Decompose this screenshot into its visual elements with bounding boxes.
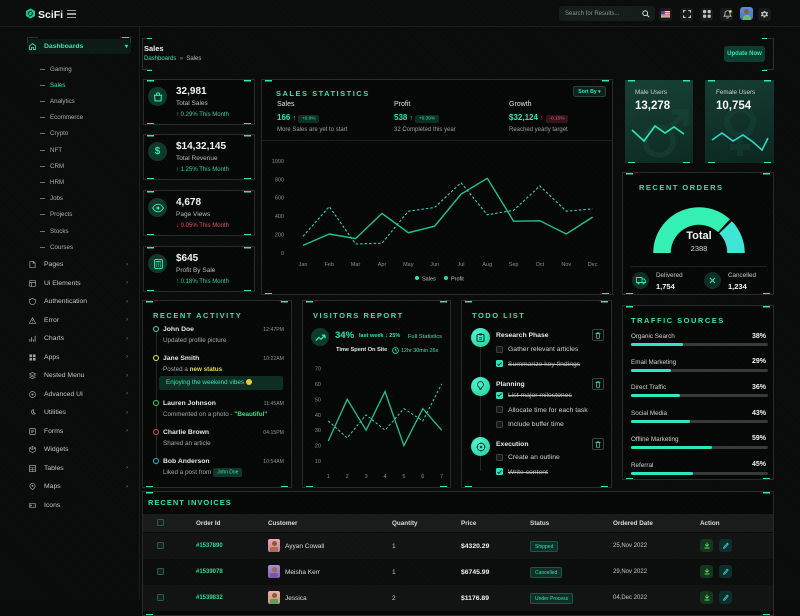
svg-text:600: 600 [275,196,284,202]
svg-text:Dec: Dec [588,262,598,268]
svg-text:2: 2 [346,474,349,480]
svg-text:Jul: Jul [457,262,464,268]
svg-text:7: 7 [440,474,443,480]
svg-text:Nov: Nov [561,262,571,268]
svg-text:Apr: Apr [378,262,387,268]
svg-text:Feb: Feb [325,262,334,268]
svg-text:4: 4 [383,474,386,480]
svg-text:60: 60 [315,382,321,388]
svg-text:200: 200 [275,233,284,239]
svg-text:6: 6 [421,474,424,480]
svg-text:Jun: Jun [430,262,439,268]
svg-text:800: 800 [275,177,284,183]
svg-text:Aug: Aug [482,262,492,268]
svg-text:0: 0 [281,251,284,257]
svg-text:70: 70 [315,367,321,373]
svg-text:50: 50 [315,397,321,403]
svg-text:Sep: Sep [509,262,519,268]
svg-text:1: 1 [327,474,330,480]
svg-text:400: 400 [275,214,284,220]
svg-text:20: 20 [315,444,321,450]
svg-text:Jan: Jan [299,262,308,268]
svg-text:Sales: Sales [422,276,436,282]
svg-text:5: 5 [402,474,405,480]
svg-text:May: May [403,262,414,268]
svg-text:40: 40 [315,413,321,419]
svg-text:3: 3 [365,474,368,480]
svg-text:Mar: Mar [351,262,361,268]
svg-text:Profit: Profit [451,276,464,282]
svg-text:10: 10 [315,459,321,465]
svg-text:30: 30 [315,428,321,434]
svg-text:1000: 1000 [272,159,284,165]
svg-text:Oct: Oct [536,262,545,268]
